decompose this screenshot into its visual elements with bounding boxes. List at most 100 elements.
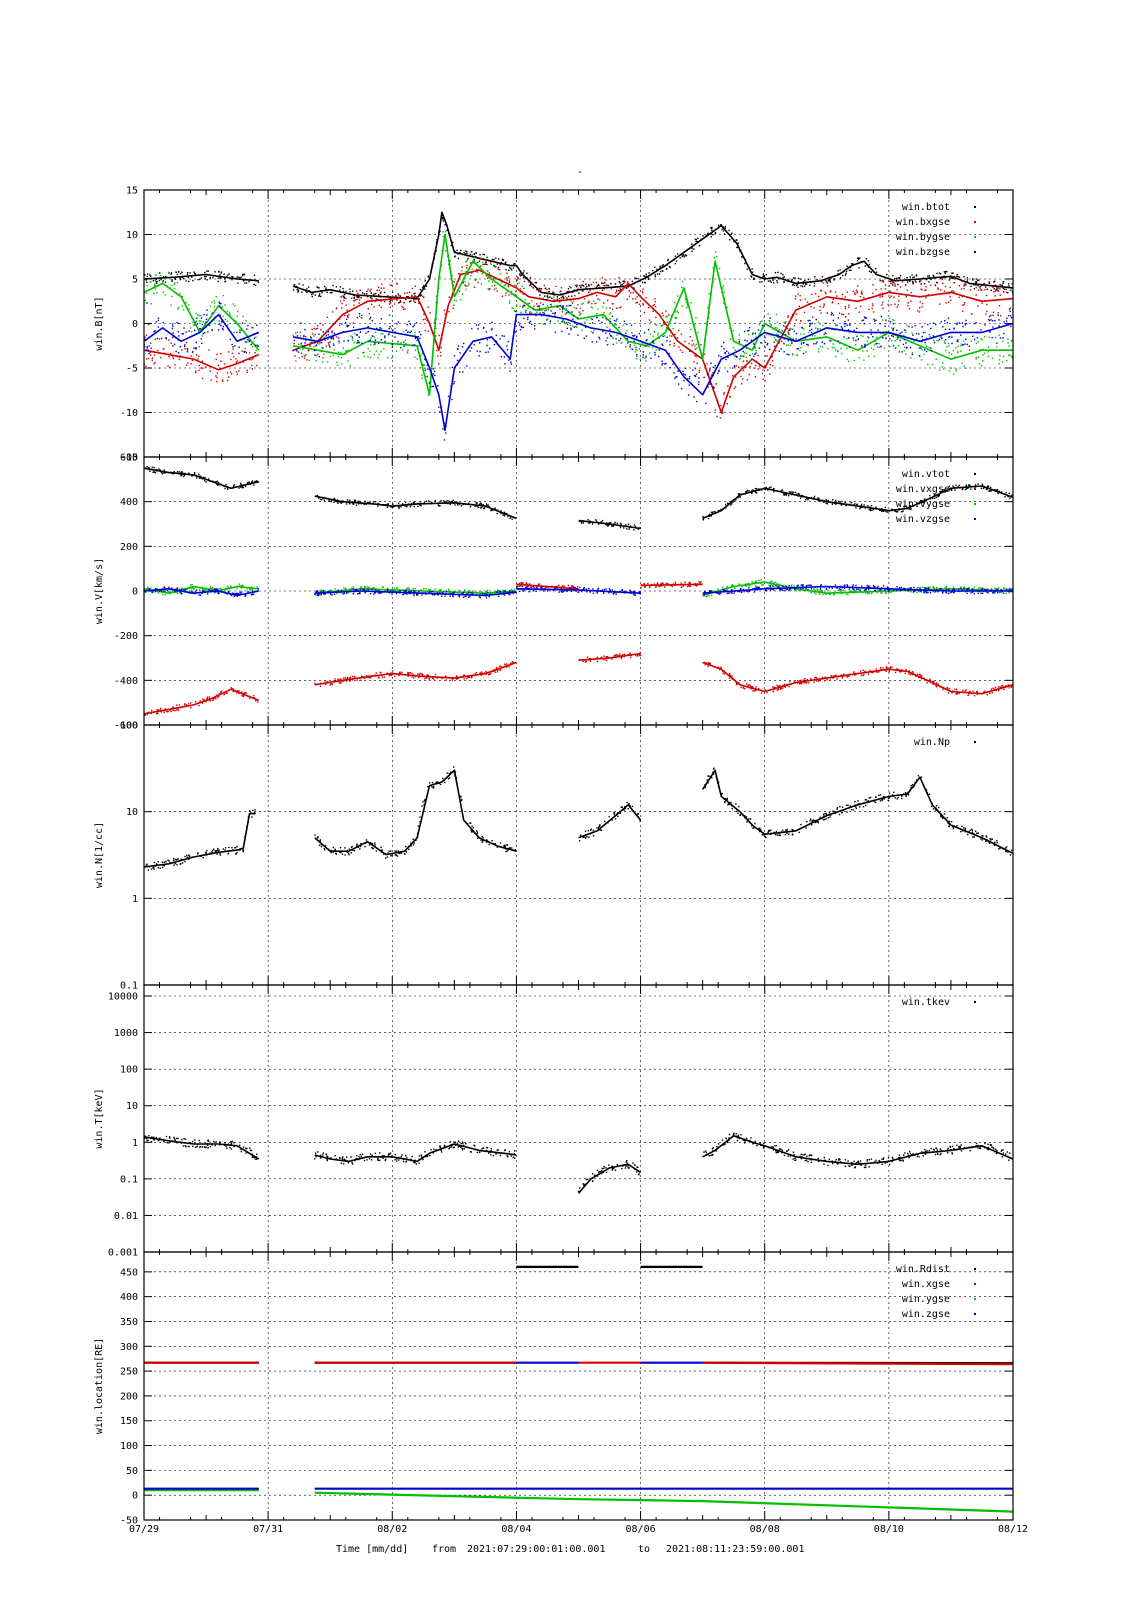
- data-point: [504, 294, 507, 297]
- data-point: [390, 674, 393, 676]
- data-point: [347, 339, 349, 342]
- data-point: [440, 677, 443, 679]
- data-point: [751, 492, 753, 495]
- data-point: [161, 473, 163, 475]
- data-point: [795, 313, 798, 315]
- data-point: [556, 299, 558, 301]
- data-point: [163, 348, 165, 350]
- data-point: [414, 301, 416, 304]
- data-point: [946, 686, 948, 689]
- data-point: [339, 286, 342, 288]
- data-point: [234, 690, 236, 692]
- data-point: [363, 351, 365, 354]
- data-point: [185, 280, 187, 282]
- data-point: [462, 503, 464, 506]
- data-point: [519, 288, 522, 290]
- data-point: [866, 340, 869, 342]
- data-point: [786, 684, 789, 687]
- data-point: [191, 359, 194, 362]
- data-point: [826, 312, 828, 314]
- data-point: [234, 277, 236, 280]
- data-point: [778, 350, 780, 352]
- data-point: [591, 307, 594, 309]
- data-point: [900, 670, 902, 673]
- data-point: [195, 341, 197, 344]
- data-point: [682, 370, 684, 372]
- data-point: [183, 475, 185, 478]
- data-point: [202, 332, 204, 335]
- data-point: [438, 231, 440, 233]
- data-point: [734, 355, 736, 358]
- data-point: [915, 332, 918, 335]
- data-point: [203, 476, 205, 479]
- data-point: [769, 373, 771, 375]
- data-point: [438, 334, 440, 337]
- data-point: [559, 291, 561, 293]
- data-point: [799, 497, 802, 499]
- data-point: [636, 353, 638, 356]
- data-point: [936, 272, 938, 275]
- data-point: [846, 265, 848, 267]
- data-point: [765, 487, 767, 489]
- data-point: [414, 334, 416, 336]
- data-point: [1001, 686, 1003, 689]
- data-point: [669, 340, 671, 343]
- data-point: [920, 678, 922, 680]
- data-point: [621, 283, 623, 286]
- data-point: [773, 488, 775, 491]
- data-point: [537, 584, 539, 586]
- data-point: [718, 226, 720, 228]
- data-point: [943, 290, 946, 292]
- data-point: [543, 312, 545, 314]
- data-point: [707, 517, 710, 520]
- data-point: [516, 304, 518, 306]
- data-point: [751, 268, 753, 270]
- data-point: [559, 301, 561, 303]
- data-point: [710, 362, 712, 364]
- data-point: [584, 321, 586, 323]
- data-point: [546, 294, 549, 296]
- data-point: [628, 295, 631, 297]
- data-point: [423, 296, 425, 299]
- data-point: [976, 278, 978, 280]
- data-point: [411, 287, 414, 290]
- data-point: [375, 672, 377, 674]
- data-point: [908, 508, 910, 510]
- data-point: [420, 334, 422, 336]
- data-point: [955, 688, 958, 691]
- data-point: [327, 334, 329, 336]
- data-point: [996, 488, 999, 491]
- data-point: [892, 328, 894, 330]
- data-point: [325, 288, 327, 291]
- data-point: [835, 503, 837, 505]
- data-point: [1006, 359, 1008, 362]
- data-point: [147, 349, 150, 351]
- data-point: [960, 343, 963, 345]
- data-point: [707, 374, 709, 376]
- data-point: [560, 586, 562, 589]
- data-point: [293, 342, 295, 345]
- data-point: [505, 292, 507, 294]
- data-point: [357, 342, 359, 344]
- data-point: [616, 318, 618, 320]
- data-point: [944, 272, 946, 274]
- data-point: [631, 348, 634, 350]
- data-point: [220, 306, 222, 309]
- data-point: [450, 677, 452, 679]
- data-point: [727, 385, 729, 387]
- data-point: [796, 354, 798, 357]
- data-point: [250, 359, 252, 361]
- data-point: [864, 343, 866, 346]
- data-point: [953, 373, 955, 375]
- data-point: [219, 274, 221, 276]
- data-point: [876, 346, 879, 348]
- data-point: [759, 281, 761, 283]
- data-point: [970, 488, 972, 490]
- data-point: [945, 349, 947, 352]
- data-point: [444, 501, 446, 503]
- data-point: [248, 358, 251, 361]
- data-point: [250, 344, 252, 346]
- data-point: [707, 662, 710, 664]
- data-point: [228, 273, 230, 275]
- data-point: [322, 331, 324, 333]
